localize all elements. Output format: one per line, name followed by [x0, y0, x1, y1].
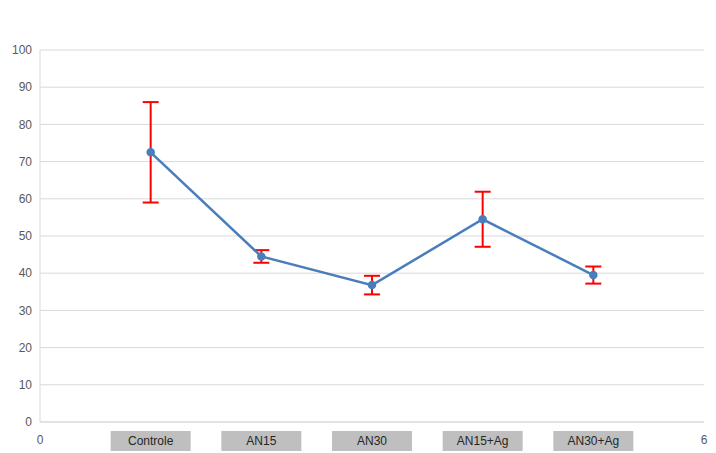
- svg-text:80: 80: [19, 118, 33, 132]
- svg-text:AN30: AN30: [357, 434, 387, 448]
- svg-text:0: 0: [25, 415, 32, 429]
- svg-text:50: 50: [19, 229, 33, 243]
- svg-text:40: 40: [19, 266, 33, 280]
- svg-text:Controle: Controle: [128, 434, 174, 448]
- svg-text:AN30+Ag: AN30+Ag: [567, 434, 619, 448]
- svg-text:90: 90: [19, 80, 33, 94]
- svg-text:70: 70: [19, 155, 33, 169]
- svg-text:20: 20: [19, 341, 33, 355]
- svg-text:6: 6: [701, 433, 708, 447]
- svg-text:60: 60: [19, 192, 33, 206]
- svg-text:0: 0: [37, 433, 44, 447]
- svg-text:AN15+Ag: AN15+Ag: [457, 434, 509, 448]
- svg-text:100: 100: [12, 43, 32, 57]
- svg-text:AN15: AN15: [246, 434, 276, 448]
- svg-text:10: 10: [19, 378, 33, 392]
- svg-text:30: 30: [19, 304, 33, 318]
